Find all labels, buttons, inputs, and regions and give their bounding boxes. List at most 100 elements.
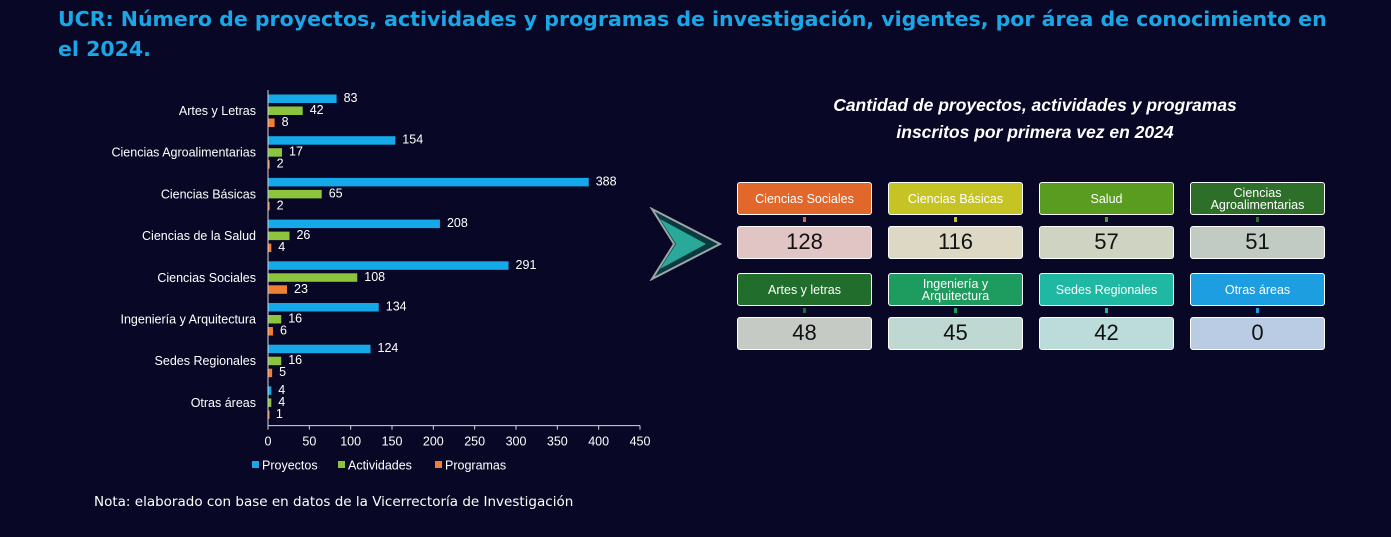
category-label: Ingeniería y Arquitectura <box>121 313 257 327</box>
x-tick-label: 450 <box>630 435 651 449</box>
data-label: 16 <box>288 312 302 326</box>
card-connector <box>954 308 957 313</box>
bar-programas <box>268 410 270 419</box>
summary-card: Salud 57 <box>1039 182 1174 259</box>
bar-proyectos <box>268 94 337 103</box>
bar-proyectos <box>268 219 440 229</box>
data-label: 124 <box>378 341 399 355</box>
category-label: Ciencias Básicas <box>161 187 256 201</box>
x-tick-label: 150 <box>382 435 403 449</box>
data-label: 8 <box>282 115 289 129</box>
legend-swatch <box>338 461 345 468</box>
data-label: 42 <box>310 103 324 117</box>
bar-proyectos <box>268 386 272 395</box>
data-label: 65 <box>329 186 343 200</box>
data-label: 2 <box>277 198 284 212</box>
data-label: 23 <box>294 282 308 296</box>
bar-proyectos <box>268 344 371 354</box>
data-label: 134 <box>386 300 407 314</box>
bar-actividades <box>268 231 290 241</box>
data-label: 108 <box>364 270 385 284</box>
card-connector <box>954 217 957 222</box>
legend-entry: Proyectos <box>262 459 318 473</box>
x-tick-label: 100 <box>340 435 361 449</box>
panel-title-line-1: Cantidad de proyectos, actividades y pro… <box>833 95 1237 115</box>
category-label: Ciencias Agroalimentarias <box>111 146 256 160</box>
chevron-right-icon <box>649 207 722 281</box>
legend-swatch <box>252 461 259 468</box>
bar-programas <box>268 160 270 169</box>
card-label: Ciencias Sociales <box>737 182 872 215</box>
data-label: 26 <box>296 228 310 242</box>
card-connector <box>1256 308 1259 313</box>
data-label: 1 <box>276 407 283 421</box>
card-label: Artes y letras <box>737 273 872 306</box>
bar-programas <box>268 201 270 211</box>
card-label: Sedes Regionales <box>1039 273 1174 306</box>
data-label: 388 <box>596 174 617 188</box>
bar-chart: Artes y Letras 83 42 8 Ciencias Agroalimenta… <box>111 90 651 473</box>
card-value: 116 <box>888 226 1023 259</box>
x-tick-label: 250 <box>464 435 485 449</box>
summary-card: Ciencias Sociales 128 <box>737 182 872 259</box>
category-label: Otras áreas <box>191 396 256 410</box>
summary-card: Ciencias Básicas 116 <box>888 182 1023 259</box>
summary-card: Sedes Regionales 42 <box>1039 273 1174 350</box>
summary-card: Ingeniería y Arquitectura 45 <box>888 273 1023 350</box>
data-label: 83 <box>344 91 358 105</box>
card-label: Salud <box>1039 182 1174 215</box>
card-connector <box>1256 217 1259 222</box>
data-label: 291 <box>516 258 537 272</box>
category-label: Ciencias Sociales <box>157 271 256 285</box>
x-tick-label: 200 <box>423 435 444 449</box>
card-label: Ingeniería y Arquitectura <box>888 273 1023 306</box>
card-value: 57 <box>1039 226 1174 259</box>
card-label: Otras áreas <box>1190 273 1325 306</box>
page-title: UCR: Número de proyectos, actividades y … <box>58 7 1327 61</box>
data-label: 2 <box>277 157 284 171</box>
card-value: 48 <box>737 317 872 350</box>
card-connector <box>803 308 806 313</box>
bar-actividades <box>268 273 358 282</box>
card-value: 51 <box>1190 226 1325 259</box>
bar-actividades <box>268 356 282 366</box>
panel-title: Cantidad de proyectos, actividades y pro… <box>780 92 1290 146</box>
x-tick-label: 350 <box>547 435 568 449</box>
bar-programas <box>268 327 273 336</box>
bar-actividades <box>268 315 282 324</box>
bar-programas <box>268 118 275 127</box>
summary-card: Ciencias Agroalimentarias 51 <box>1190 182 1325 259</box>
data-label: 17 <box>289 145 303 159</box>
bar-proyectos <box>268 136 396 145</box>
bar-actividades <box>268 189 322 199</box>
x-tick-label: 400 <box>588 435 609 449</box>
bar-programas <box>268 368 273 378</box>
card-connector <box>1105 217 1108 222</box>
card-value: 0 <box>1190 317 1325 350</box>
summary-card: Artes y letras 48 <box>737 273 872 350</box>
x-tick-label: 50 <box>302 435 316 449</box>
category-label: Sedes Regionales <box>155 354 256 368</box>
card-value: 45 <box>888 317 1023 350</box>
legend-entry: Actividades <box>348 459 412 473</box>
bar-proyectos <box>268 261 509 270</box>
data-label: 5 <box>279 365 286 379</box>
bar-programas <box>268 243 272 253</box>
panel-title-line-2: inscritos por primera vez en 2024 <box>896 122 1174 142</box>
x-tick-label: 300 <box>506 435 527 449</box>
card-connector <box>803 217 806 222</box>
bar-actividades <box>268 106 303 115</box>
bar-actividades <box>268 148 283 157</box>
category-label: Ciencias de la Salud <box>142 229 256 243</box>
data-label: 16 <box>288 353 302 367</box>
legend-swatch <box>435 461 442 468</box>
bar-proyectos <box>268 177 589 187</box>
bar-programas <box>268 285 288 294</box>
category-label: Artes y Letras <box>179 104 256 118</box>
card-value: 42 <box>1039 317 1174 350</box>
card-label: Ciencias Agroalimentarias <box>1190 182 1325 215</box>
summary-card: Otras áreas 0 <box>1190 273 1325 350</box>
source-note: Nota: elaborado con base en datos de la … <box>94 494 574 510</box>
bar-proyectos <box>268 303 379 312</box>
legend-entry: Programas <box>445 459 506 473</box>
